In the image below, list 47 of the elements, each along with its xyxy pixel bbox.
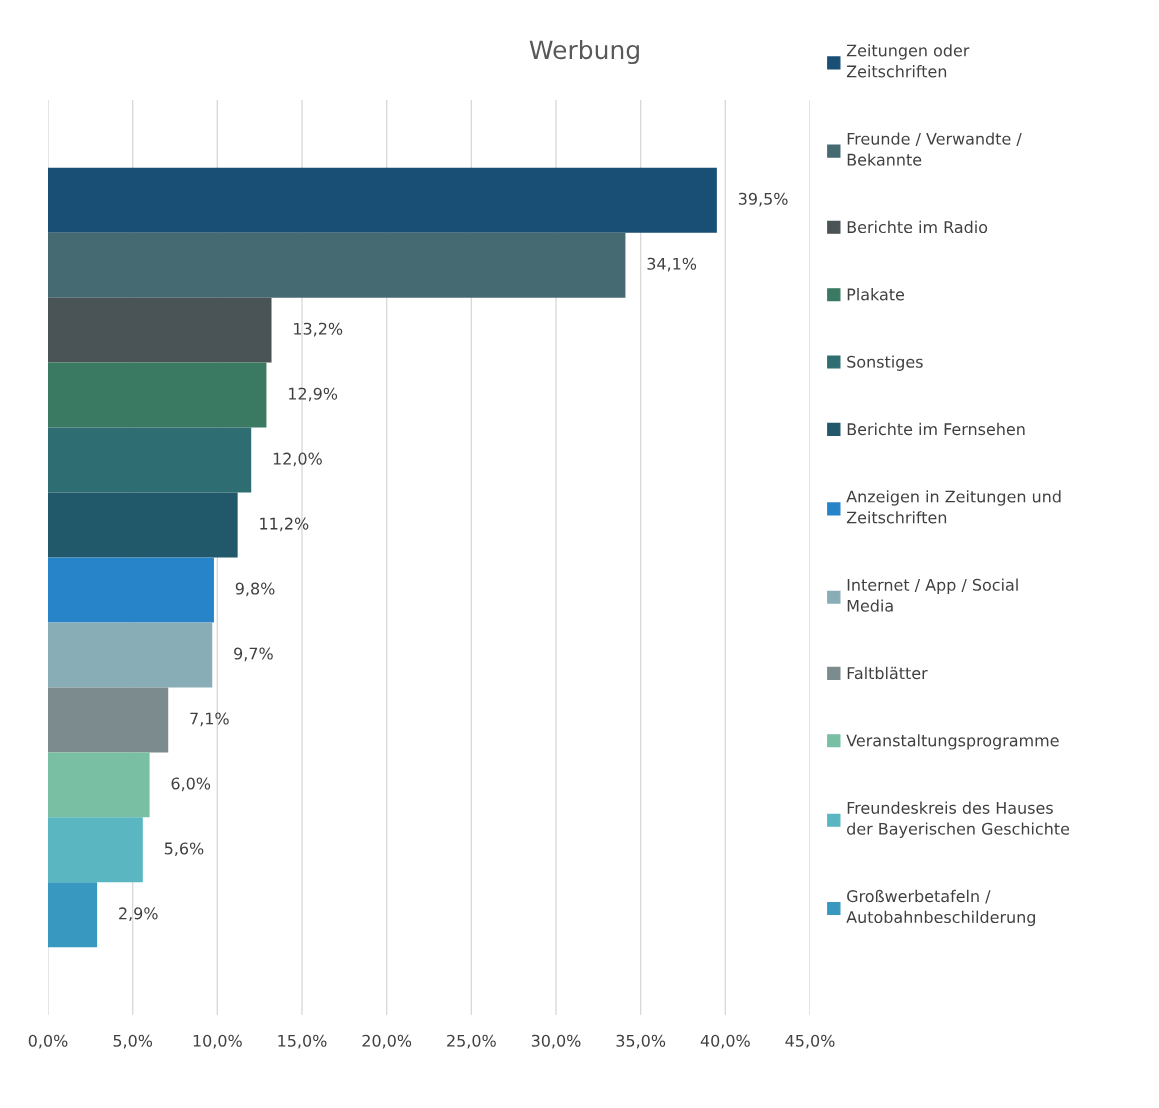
data-label: 12,9% xyxy=(289,387,338,402)
data-label: 34,1% xyxy=(647,257,697,272)
x-tick-label: 45,0% xyxy=(785,1034,835,1049)
legend-label: Freundeskreis des Hauses der Bayerischen Geschichte xyxy=(847,801,1070,838)
data-label: 9,7% xyxy=(234,647,273,662)
x-tick-label: 20,0% xyxy=(362,1034,412,1049)
bar xyxy=(48,817,143,883)
bar xyxy=(48,167,717,233)
bar xyxy=(48,622,213,688)
x-tick-label: 25,0% xyxy=(447,1034,496,1049)
legend-label: Berichte im Fernsehen xyxy=(847,422,1025,436)
bar xyxy=(48,297,272,363)
data-label: 12,0% xyxy=(273,452,322,467)
x-tick-label: 0,0% xyxy=(28,1034,68,1049)
legend-label: Sonstiges xyxy=(847,355,923,371)
legend-label: Veranstaltungsprogramme xyxy=(846,734,1059,750)
bar xyxy=(48,232,626,298)
legend-label: Zeitungen oder Zeitschriften xyxy=(846,44,970,78)
data-label: 39,5% xyxy=(738,192,788,207)
x-tick-label: 10,0% xyxy=(193,1034,242,1049)
bar xyxy=(48,687,169,753)
x-tick-label: 35,0% xyxy=(616,1034,666,1049)
bar xyxy=(48,557,214,623)
legend-label: Internet / App / Social Media xyxy=(847,578,1018,612)
x-tick-label: 5,0% xyxy=(113,1034,153,1049)
chart-title: Werbung xyxy=(529,39,639,65)
bar xyxy=(48,362,267,428)
legend-label: Plakate xyxy=(847,288,905,301)
data-label: 11,2% xyxy=(260,517,309,532)
data-label: 5,6% xyxy=(164,842,204,857)
legend-label: Freunde / Verwandte / Bekannte xyxy=(847,132,1022,166)
x-tick-label: 40,0% xyxy=(700,1034,750,1049)
legend-label: Faltblätter xyxy=(847,666,928,680)
legend-label: Großwerbetafeln / Autobahnbeschilderung xyxy=(846,889,1035,927)
bar xyxy=(48,427,252,493)
bar xyxy=(48,752,150,818)
legend-label: Anzeigen in Zeitungen und Zeitschriften xyxy=(846,490,1061,524)
bar xyxy=(48,492,238,558)
x-tick-label: 30,0% xyxy=(531,1034,581,1049)
data-label: 7,1% xyxy=(190,712,229,727)
x-tick-label: 15,0% xyxy=(278,1034,327,1049)
bar xyxy=(48,882,98,948)
data-label: 2,9% xyxy=(119,907,158,922)
data-label: 13,2% xyxy=(294,322,343,337)
data-label: 6,0% xyxy=(171,777,211,792)
legend-label: Berichte im Radio xyxy=(847,220,988,234)
data-label: 9,8% xyxy=(235,582,275,597)
